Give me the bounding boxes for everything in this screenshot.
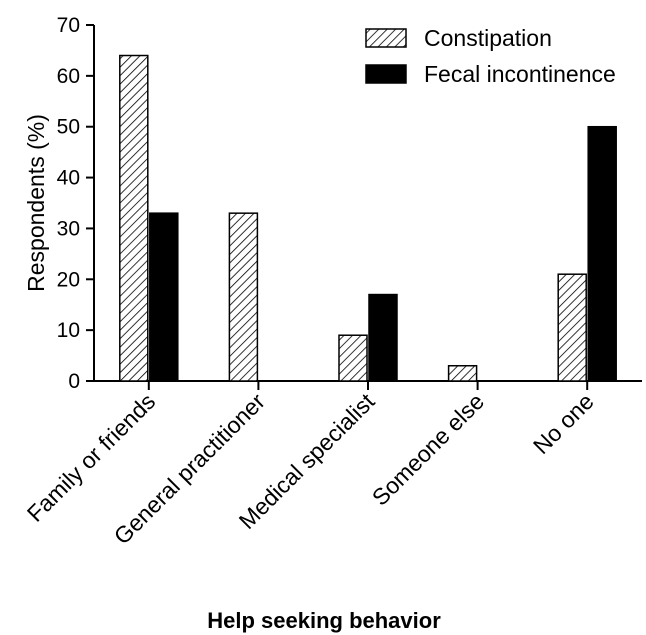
- y-tick-label: 50: [57, 116, 80, 139]
- x-category-label: Someone else: [367, 388, 489, 510]
- bar-fecal-incontinence: [587, 125, 617, 382]
- legend: Constipation Fecal incontinence: [365, 25, 616, 87]
- legend-swatch-constipation: [365, 28, 407, 48]
- bar-fecal-incontinence: [149, 212, 179, 382]
- bar-constipation: [557, 273, 587, 382]
- y-tick-label: 30: [57, 217, 80, 240]
- y-tick-label: 40: [57, 167, 80, 190]
- bars: [119, 54, 617, 382]
- y-ticks: 0 10 20 30 40 50 60 70: [57, 14, 94, 393]
- y-tick-label: 70: [57, 14, 80, 37]
- legend-label-constipation: Constipation: [424, 25, 552, 51]
- legend-swatch-fecal-incontinence: [365, 64, 407, 84]
- y-axis-title: Respondents (%): [23, 114, 49, 292]
- y-tick-label: 20: [57, 268, 80, 291]
- x-axis-title: Help seeking behavior: [207, 608, 441, 633]
- bar-constipation: [447, 364, 478, 382]
- bar-constipation: [119, 54, 149, 382]
- bar-constipation: [338, 334, 368, 382]
- legend-label-fecal-incontinence: Fecal incontinence: [424, 61, 616, 87]
- x-category-label: No one: [528, 388, 599, 459]
- bar-constipation: [228, 212, 259, 382]
- bar-fecal-incontinence: [368, 293, 398, 382]
- y-tick-label: 0: [68, 370, 80, 393]
- y-tick-label: 60: [57, 65, 80, 88]
- y-tick-label: 10: [57, 319, 80, 342]
